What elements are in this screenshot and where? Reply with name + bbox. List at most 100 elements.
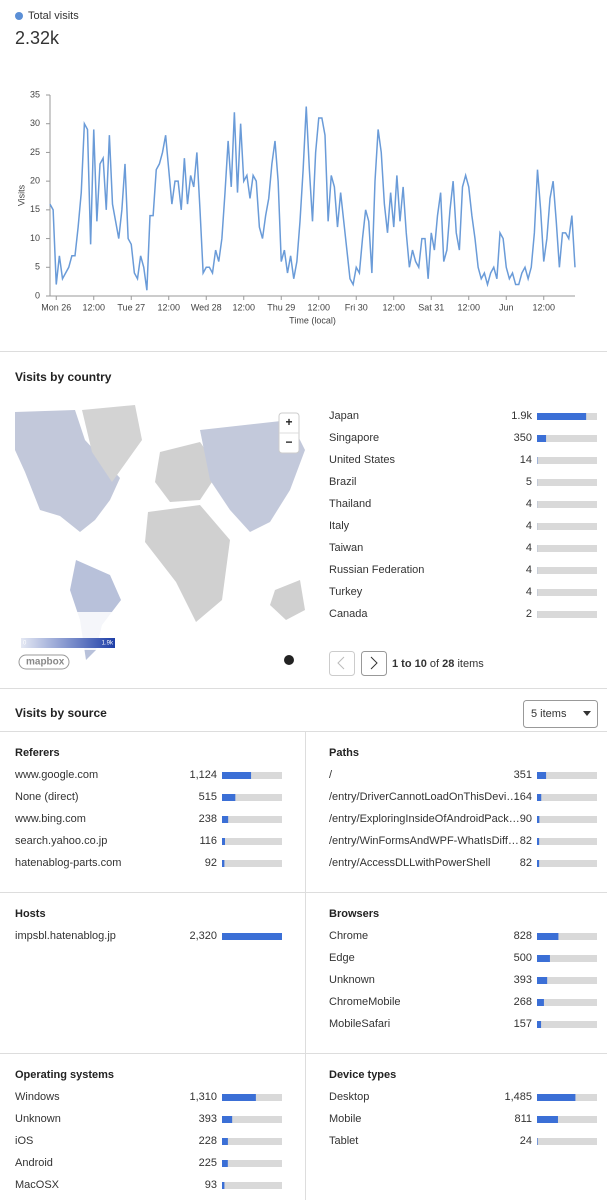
row-value: 4 xyxy=(526,586,532,598)
row-value: 4 xyxy=(526,520,532,532)
next-arrow xyxy=(370,656,378,670)
row-value: 228 xyxy=(199,1135,217,1147)
row-value: 2 xyxy=(526,608,532,620)
x-tick-label: Fri 30 xyxy=(345,302,368,312)
y-tick-label: 30 xyxy=(30,118,40,128)
row-value: 90 xyxy=(520,813,532,825)
row-name: Tablet xyxy=(329,1135,358,1147)
bar xyxy=(537,1094,576,1101)
row-name: iOS xyxy=(15,1135,33,1147)
bar-track xyxy=(537,479,597,486)
row-value: 4 xyxy=(526,564,532,576)
y-tick-label: 10 xyxy=(30,233,40,243)
x-tick-label: Tue 27 xyxy=(117,302,145,312)
page-range: 1 to 10 xyxy=(392,658,427,670)
row-value: 350 xyxy=(514,432,532,444)
section-title: Visits by country xyxy=(15,370,112,384)
total-visits: 2.32k xyxy=(15,28,60,48)
bar xyxy=(222,860,225,867)
x-tick-label: Jun xyxy=(499,302,514,312)
bar-track xyxy=(537,977,597,984)
bar-track xyxy=(537,955,597,962)
bar-track xyxy=(537,589,597,596)
panel-title: Device types xyxy=(329,1069,396,1081)
bar-track xyxy=(537,435,597,442)
row-value: 393 xyxy=(514,974,532,986)
bar xyxy=(537,1138,538,1145)
page-total: 28 xyxy=(442,658,454,670)
row-name: www.bing.com xyxy=(14,813,86,825)
row-value: 1,124 xyxy=(189,769,217,781)
x-tick-label: 12:00 xyxy=(382,302,405,312)
row-name: MobileSafari xyxy=(329,1018,390,1030)
pagination-info: 1 to 10 of 28 items xyxy=(392,658,484,670)
row-value: 82 xyxy=(520,835,532,847)
row-name: None (direct) xyxy=(15,791,79,803)
row-name: /entry/WinFormsAndWPF-WhatIsDiff… xyxy=(329,835,519,847)
x-tick-label: 12:00 xyxy=(532,302,555,312)
y-tick-label: 0 xyxy=(35,290,40,300)
next-page[interactable] xyxy=(361,651,387,676)
bar xyxy=(222,838,225,845)
info-icon[interactable] xyxy=(284,655,294,665)
mapbox-attribution[interactable]: mapbox xyxy=(26,657,65,668)
bar xyxy=(537,999,544,1006)
land xyxy=(270,580,305,620)
land xyxy=(82,405,142,482)
bar-track xyxy=(222,1116,282,1123)
bar-track xyxy=(222,1138,282,1145)
row-value: 164 xyxy=(514,791,532,803)
bar xyxy=(537,977,548,984)
section-title: Visits by source xyxy=(15,706,107,720)
row-name: /entry/ExploringInsideOfAndroidPack… xyxy=(329,813,520,825)
row-name: Canada xyxy=(329,608,368,620)
bar-track xyxy=(537,794,597,801)
bar xyxy=(537,955,550,962)
zoom-out[interactable]: − xyxy=(285,435,292,449)
prev-page[interactable] xyxy=(329,651,355,676)
panel-title: Hosts xyxy=(15,908,46,920)
row-value: 24 xyxy=(520,1135,532,1147)
bar xyxy=(537,772,547,779)
page-of: of xyxy=(430,658,440,670)
row-name: MacOSX xyxy=(15,1179,60,1191)
x-axis-title: Time (local) xyxy=(289,315,336,325)
row-name: search.yahoo.co.jp xyxy=(15,835,107,847)
x-tick-label: Mon 26 xyxy=(41,302,71,312)
mapbox-logo xyxy=(18,654,70,670)
legend-dot xyxy=(15,12,23,20)
zoom-in[interactable]: + xyxy=(285,415,292,429)
bar xyxy=(222,772,252,779)
bar-track xyxy=(537,1021,597,1028)
bar-track xyxy=(222,1160,282,1167)
legend-label: Total visits xyxy=(28,10,79,22)
bar xyxy=(222,933,282,940)
row-name: / xyxy=(329,769,333,781)
bar-track xyxy=(222,794,282,801)
row-name: Thailand xyxy=(329,498,371,510)
bar-track xyxy=(222,838,282,845)
bar xyxy=(537,933,559,940)
row-name: Unknown xyxy=(15,1113,61,1125)
row-value: 116 xyxy=(199,835,217,847)
bar-track xyxy=(222,1182,282,1189)
bar-track xyxy=(537,457,597,464)
row-value: 828 xyxy=(514,930,532,942)
bar xyxy=(537,860,540,867)
map: + − 0 1.9k mapbox xyxy=(15,405,305,676)
y-tick-label: 15 xyxy=(30,204,40,214)
bar-track xyxy=(222,860,282,867)
row-name: Japan xyxy=(329,410,359,422)
row-value: 393 xyxy=(199,1113,217,1125)
bar-track xyxy=(537,933,597,940)
y-tick-label: 5 xyxy=(35,262,40,272)
row-value: 157 xyxy=(514,1018,532,1030)
bar xyxy=(222,1182,225,1189)
items-selector[interactable] xyxy=(523,700,598,728)
row-name: Edge xyxy=(329,952,355,964)
bar-track xyxy=(222,816,282,823)
bar xyxy=(537,435,547,442)
row-value: 82 xyxy=(520,857,532,869)
row-name: Desktop xyxy=(329,1091,369,1103)
